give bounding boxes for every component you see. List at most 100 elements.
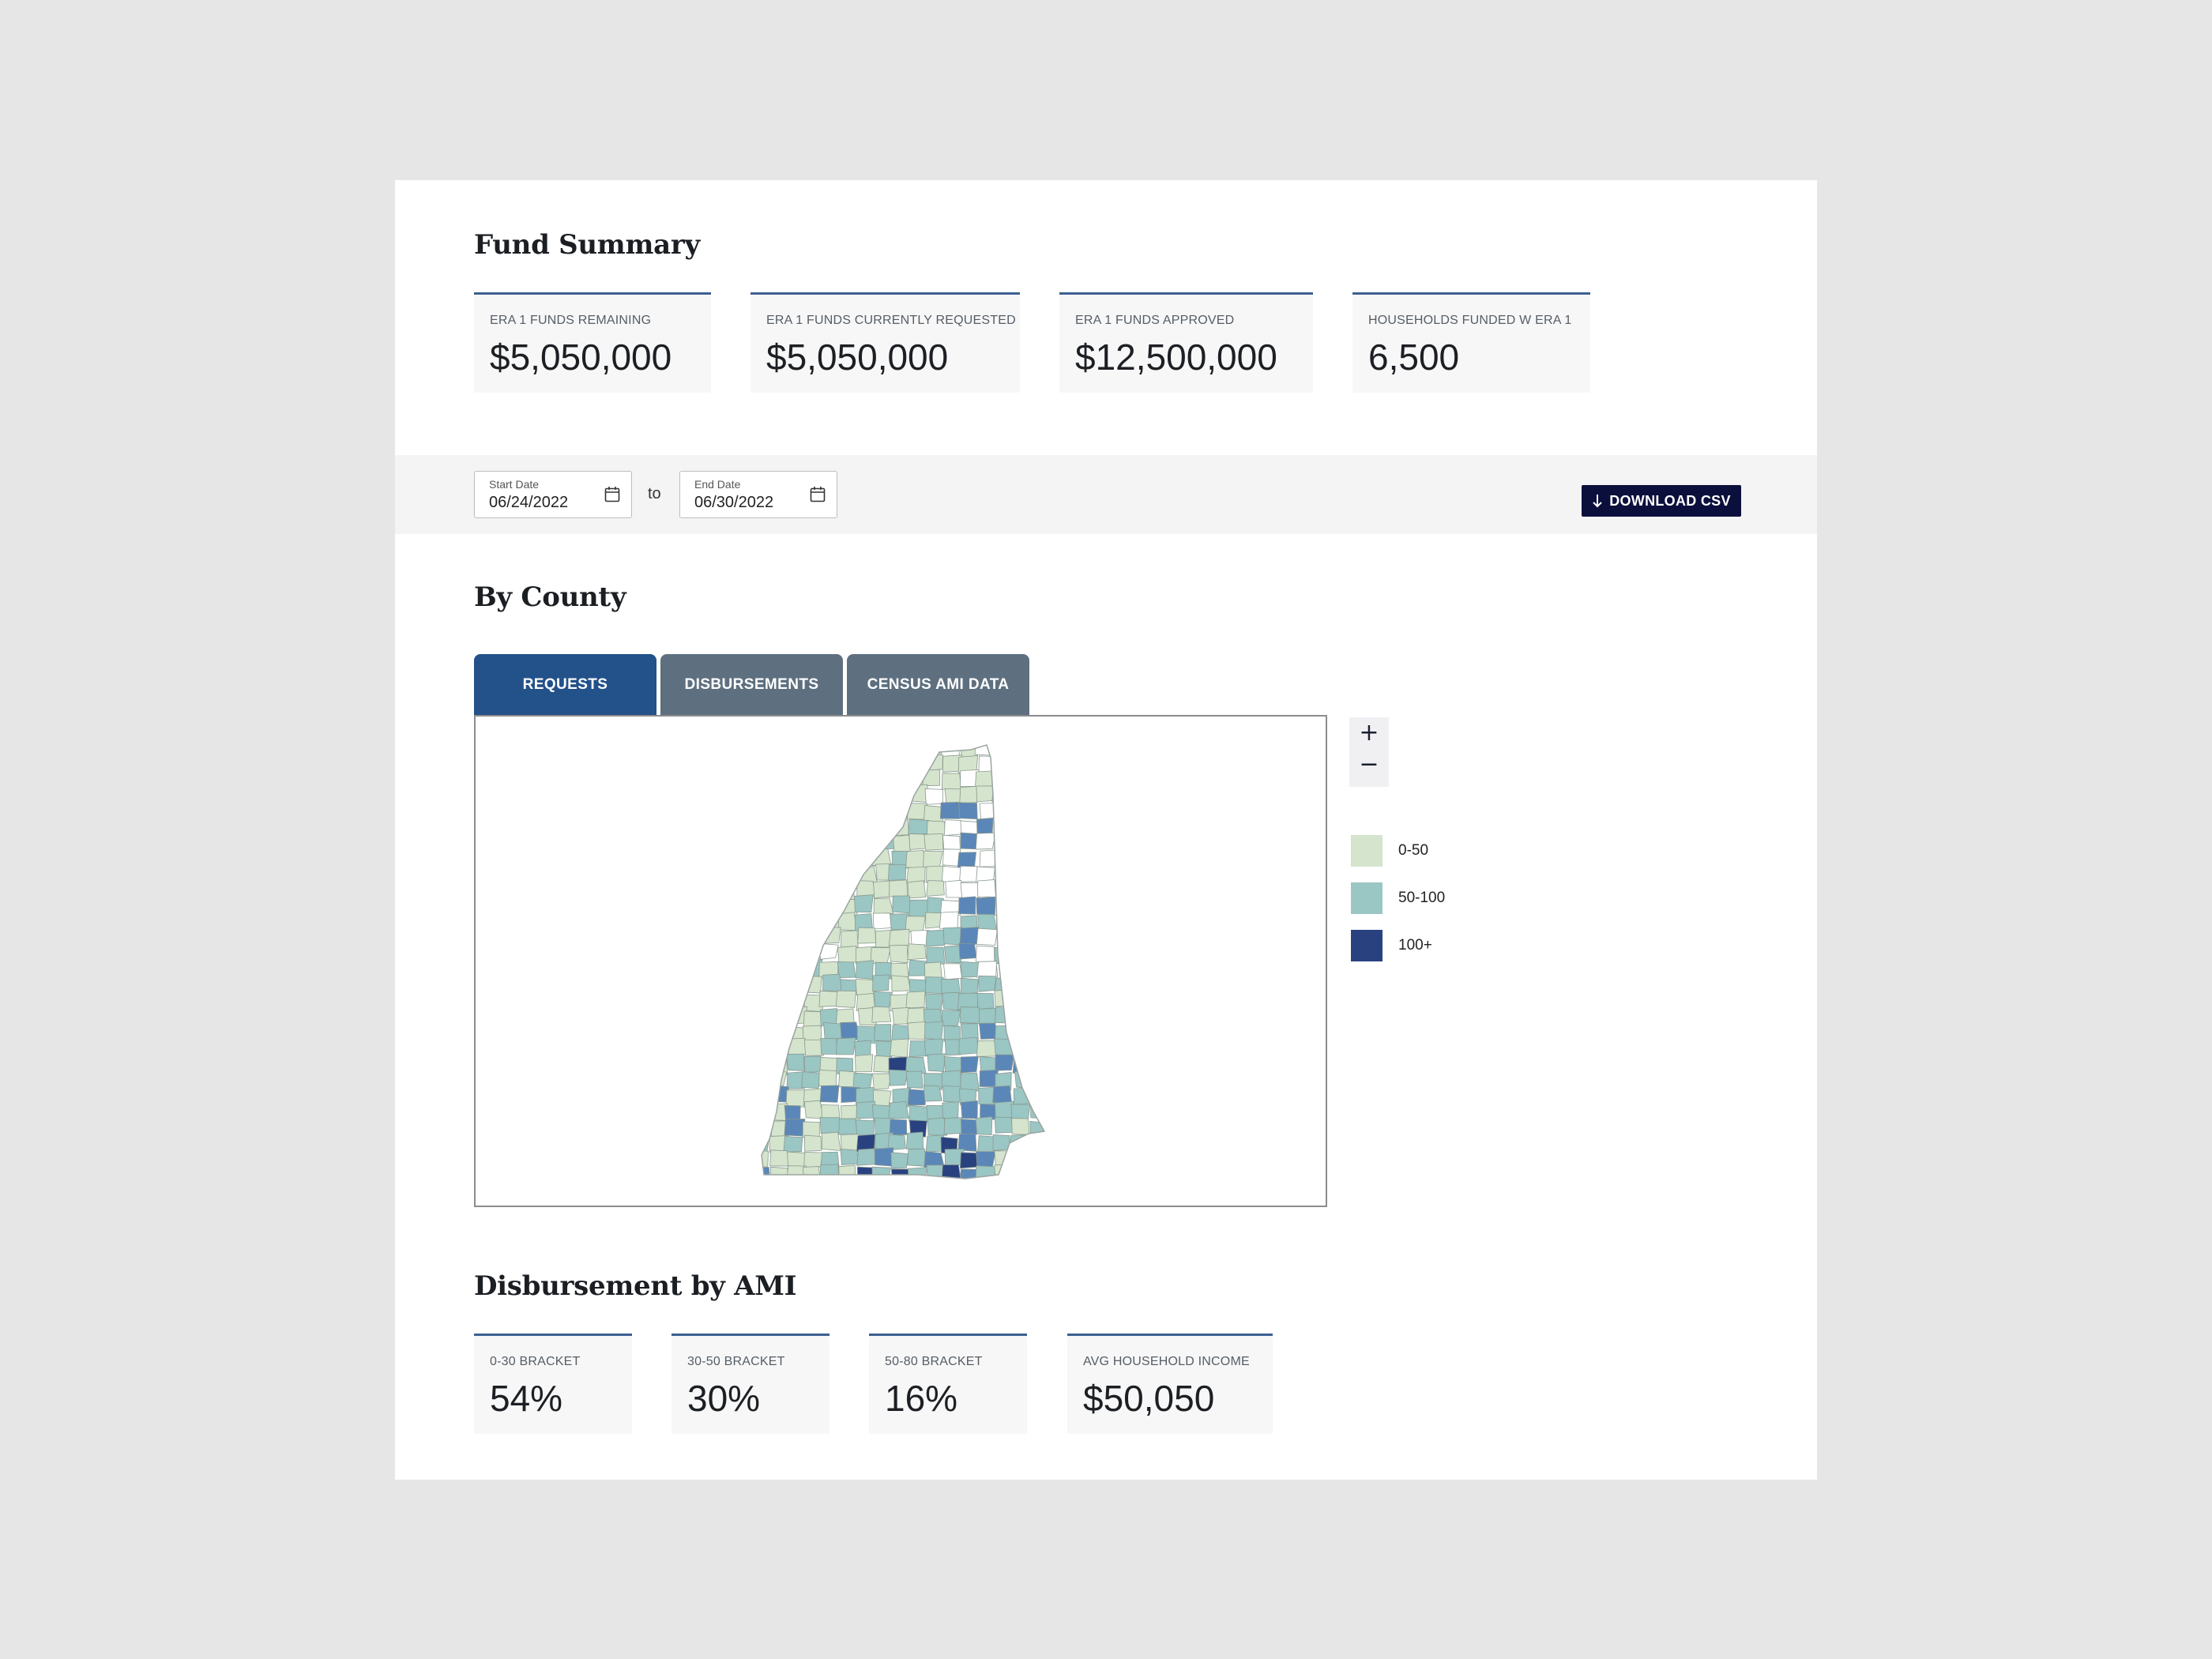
town-region[interactable]	[907, 943, 927, 961]
town-region[interactable]	[837, 961, 856, 978]
town-region[interactable]	[835, 990, 856, 1008]
town-region[interactable]	[1046, 1089, 1064, 1106]
town-region[interactable]	[976, 896, 996, 916]
town-region[interactable]	[943, 819, 962, 837]
town-region[interactable]	[874, 803, 894, 822]
town-region[interactable]	[750, 804, 772, 822]
town-region[interactable]	[838, 1164, 856, 1183]
town-region[interactable]	[768, 1006, 788, 1025]
town-region[interactable]	[771, 803, 791, 822]
town-region[interactable]	[890, 1038, 909, 1058]
town-region[interactable]	[752, 897, 773, 914]
town-region[interactable]	[1030, 835, 1050, 853]
town-region[interactable]	[889, 944, 908, 964]
town-region[interactable]	[1028, 946, 1047, 965]
town-region[interactable]	[873, 991, 893, 1008]
town-region[interactable]	[818, 942, 839, 960]
town-region[interactable]	[751, 819, 769, 837]
town-region[interactable]	[1048, 977, 1066, 995]
town-region[interactable]	[905, 1056, 927, 1074]
town-region[interactable]	[1028, 756, 1048, 773]
town-region[interactable]	[837, 833, 857, 852]
town-region[interactable]	[855, 979, 875, 995]
town-region[interactable]	[908, 754, 930, 771]
town-region[interactable]	[1014, 789, 1033, 807]
town-region[interactable]	[1048, 821, 1066, 837]
town-region[interactable]	[888, 928, 910, 947]
town-region[interactable]	[750, 1134, 770, 1153]
town-region[interactable]	[908, 959, 927, 976]
tab-requests[interactable]: REQUESTS	[474, 654, 656, 716]
town-region[interactable]	[939, 911, 959, 930]
town-region[interactable]	[1048, 789, 1066, 806]
town-region[interactable]	[1011, 1118, 1030, 1135]
choropleth-map[interactable]	[476, 717, 1326, 1206]
town-region[interactable]	[907, 1148, 927, 1168]
town-region[interactable]	[840, 1149, 860, 1165]
town-region[interactable]	[1032, 1164, 1050, 1182]
town-region[interactable]	[823, 1021, 843, 1040]
town-region[interactable]	[923, 1085, 942, 1102]
town-region[interactable]	[889, 879, 908, 897]
town-region[interactable]	[943, 963, 963, 980]
town-region[interactable]	[892, 895, 912, 914]
town-region[interactable]	[1046, 899, 1063, 917]
town-region[interactable]	[840, 930, 859, 948]
town-region[interactable]	[784, 800, 804, 820]
town-region[interactable]	[943, 1025, 961, 1042]
town-region[interactable]	[803, 865, 823, 882]
town-region[interactable]	[996, 832, 1014, 851]
town-region[interactable]	[801, 835, 822, 852]
town-region[interactable]	[822, 927, 841, 944]
town-region[interactable]	[978, 975, 997, 992]
town-region[interactable]	[996, 928, 1016, 946]
town-region[interactable]	[995, 1071, 1012, 1091]
town-region[interactable]	[1011, 864, 1031, 882]
town-region[interactable]	[925, 738, 943, 754]
town-region[interactable]	[802, 802, 823, 820]
town-region[interactable]	[855, 800, 875, 820]
town-region[interactable]	[959, 927, 980, 945]
town-region[interactable]	[874, 1024, 892, 1042]
town-region[interactable]	[979, 1022, 999, 1040]
town-region[interactable]	[788, 946, 807, 964]
town-region[interactable]	[766, 942, 788, 961]
town-region[interactable]	[800, 784, 822, 802]
town-region[interactable]	[939, 802, 961, 819]
town-region[interactable]	[787, 739, 806, 755]
town-region[interactable]	[1045, 1071, 1063, 1089]
town-region[interactable]	[1032, 1071, 1051, 1089]
town-region[interactable]	[820, 1037, 839, 1055]
town-region[interactable]	[818, 742, 838, 759]
town-region[interactable]	[960, 832, 979, 850]
town-region[interactable]	[958, 1036, 979, 1055]
town-region[interactable]	[1010, 1104, 1031, 1121]
town-region[interactable]	[959, 785, 978, 804]
town-region[interactable]	[802, 739, 822, 757]
town-region[interactable]	[926, 1164, 945, 1181]
town-region[interactable]	[753, 977, 774, 995]
town-region[interactable]	[1047, 1117, 1065, 1134]
town-region[interactable]	[908, 1104, 930, 1123]
town-region[interactable]	[803, 769, 822, 787]
town-region[interactable]	[958, 802, 978, 820]
town-region[interactable]	[1010, 836, 1029, 855]
town-region[interactable]	[1013, 848, 1033, 866]
town-region[interactable]	[1029, 865, 1048, 884]
town-region[interactable]	[787, 1151, 807, 1168]
zoom-out-button[interactable]: −	[1349, 749, 1389, 781]
town-region[interactable]	[908, 1040, 927, 1057]
town-region[interactable]	[1029, 771, 1049, 790]
town-region[interactable]	[907, 1089, 927, 1106]
town-region[interactable]	[753, 832, 771, 850]
town-region[interactable]	[994, 850, 1015, 868]
town-region[interactable]	[750, 929, 770, 946]
town-region[interactable]	[871, 739, 891, 756]
town-region[interactable]	[839, 769, 857, 787]
town-region[interactable]	[996, 915, 1016, 932]
town-region[interactable]	[890, 1152, 909, 1169]
town-region[interactable]	[786, 1071, 805, 1089]
town-region[interactable]	[750, 1149, 769, 1168]
town-region[interactable]	[871, 848, 892, 867]
town-region[interactable]	[837, 851, 858, 869]
